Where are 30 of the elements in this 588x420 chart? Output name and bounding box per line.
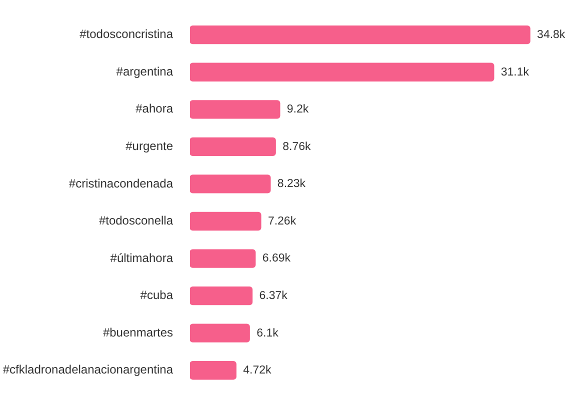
bar (190, 26, 530, 44)
data-label: 34.8k (537, 29, 566, 42)
bar (190, 286, 253, 306)
data-label: 31.1k (500, 66, 530, 78)
data-label: 7.26k (268, 215, 296, 228)
y-tick-label: #todosconcristina (80, 27, 174, 42)
data-label: 6.69k (262, 252, 291, 265)
bar (190, 62, 494, 82)
data-label: 9.2k (286, 104, 309, 116)
y-tick-label: #urgente (126, 138, 174, 153)
y-tick-label: #cristinacondenada (68, 176, 174, 190)
bar (190, 249, 256, 268)
bar (190, 212, 262, 231)
y-tick-label: #ahora (136, 102, 174, 116)
y-tick-label: #todosconella (98, 214, 174, 228)
y-tick-label: #argentina (116, 64, 174, 78)
y-tick-label: #cfkladronadelanacionargentina (2, 362, 174, 377)
data-label: 8.23k (277, 178, 306, 190)
y-tick-label: #últimahora (110, 250, 174, 265)
data-label: 8.76k (282, 140, 311, 153)
bar (190, 361, 236, 380)
data-label: 6.1k (256, 327, 279, 340)
y-tick-label: #buenmartes (102, 325, 173, 340)
bar (190, 100, 280, 119)
data-label: 6.37k (259, 290, 288, 302)
data-label: 4.72k (243, 364, 272, 377)
bar (190, 174, 271, 194)
bar (190, 324, 250, 342)
bar (190, 137, 276, 156)
y-tick-label: #cuba (140, 288, 174, 302)
